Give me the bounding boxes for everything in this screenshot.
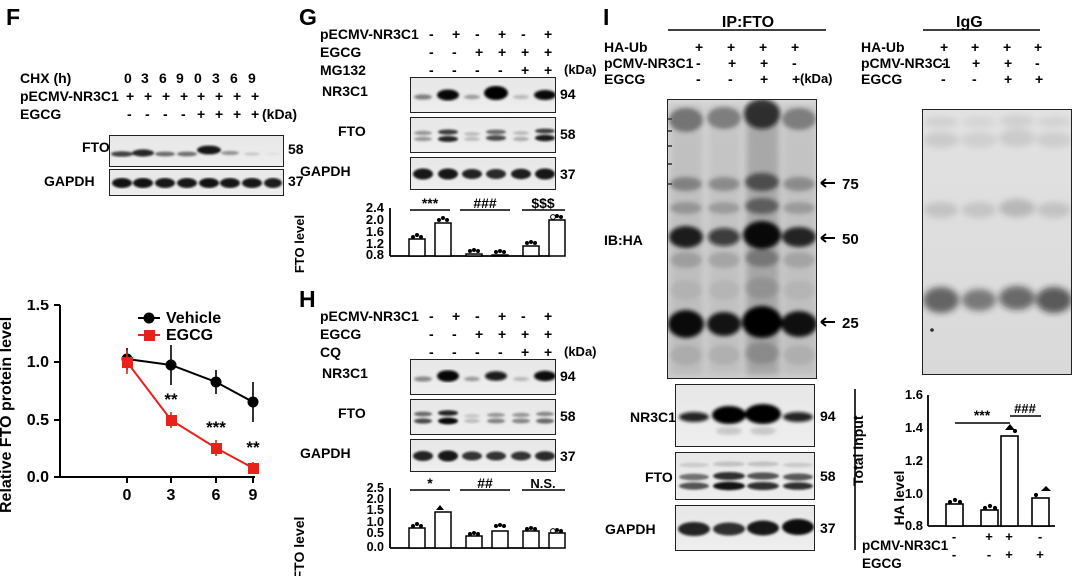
svg-text:+: + bbox=[1005, 547, 1013, 562]
svg-text:1.4: 1.4 bbox=[905, 420, 924, 435]
svg-text:0.0: 0.0 bbox=[27, 469, 49, 486]
svg-text:1.2: 1.2 bbox=[905, 453, 923, 468]
svg-text:9: 9 bbox=[249, 487, 258, 504]
svg-text:1.6: 1.6 bbox=[905, 387, 923, 402]
svg-text:###: ### bbox=[1014, 401, 1036, 416]
svg-text:0.8: 0.8 bbox=[905, 518, 923, 533]
svg-text:+: + bbox=[985, 529, 993, 544]
svg-text:***: *** bbox=[974, 407, 991, 423]
svg-text:1.0: 1.0 bbox=[27, 354, 49, 371]
svg-text:**: ** bbox=[246, 438, 260, 457]
svg-text:**: ** bbox=[164, 390, 178, 409]
svg-text:1.0: 1.0 bbox=[905, 486, 923, 501]
svg-text:0.5: 0.5 bbox=[27, 412, 49, 429]
svg-text:EGCG: EGCG bbox=[166, 327, 213, 344]
svg-text:1.5: 1.5 bbox=[27, 300, 49, 314]
svg-text:-: - bbox=[1038, 529, 1042, 544]
svg-text:***: *** bbox=[206, 418, 226, 437]
svg-text:3: 3 bbox=[167, 487, 176, 504]
svg-text:+: + bbox=[1005, 529, 1013, 544]
svg-text:0: 0 bbox=[123, 487, 132, 504]
svg-text:Vehicle: Vehicle bbox=[166, 310, 221, 327]
svg-text:+: + bbox=[1036, 547, 1044, 562]
svg-text:-: - bbox=[952, 547, 956, 562]
svg-text:6: 6 bbox=[212, 487, 221, 504]
svg-text:-: - bbox=[987, 547, 991, 562]
svg-text:-: - bbox=[952, 529, 956, 544]
